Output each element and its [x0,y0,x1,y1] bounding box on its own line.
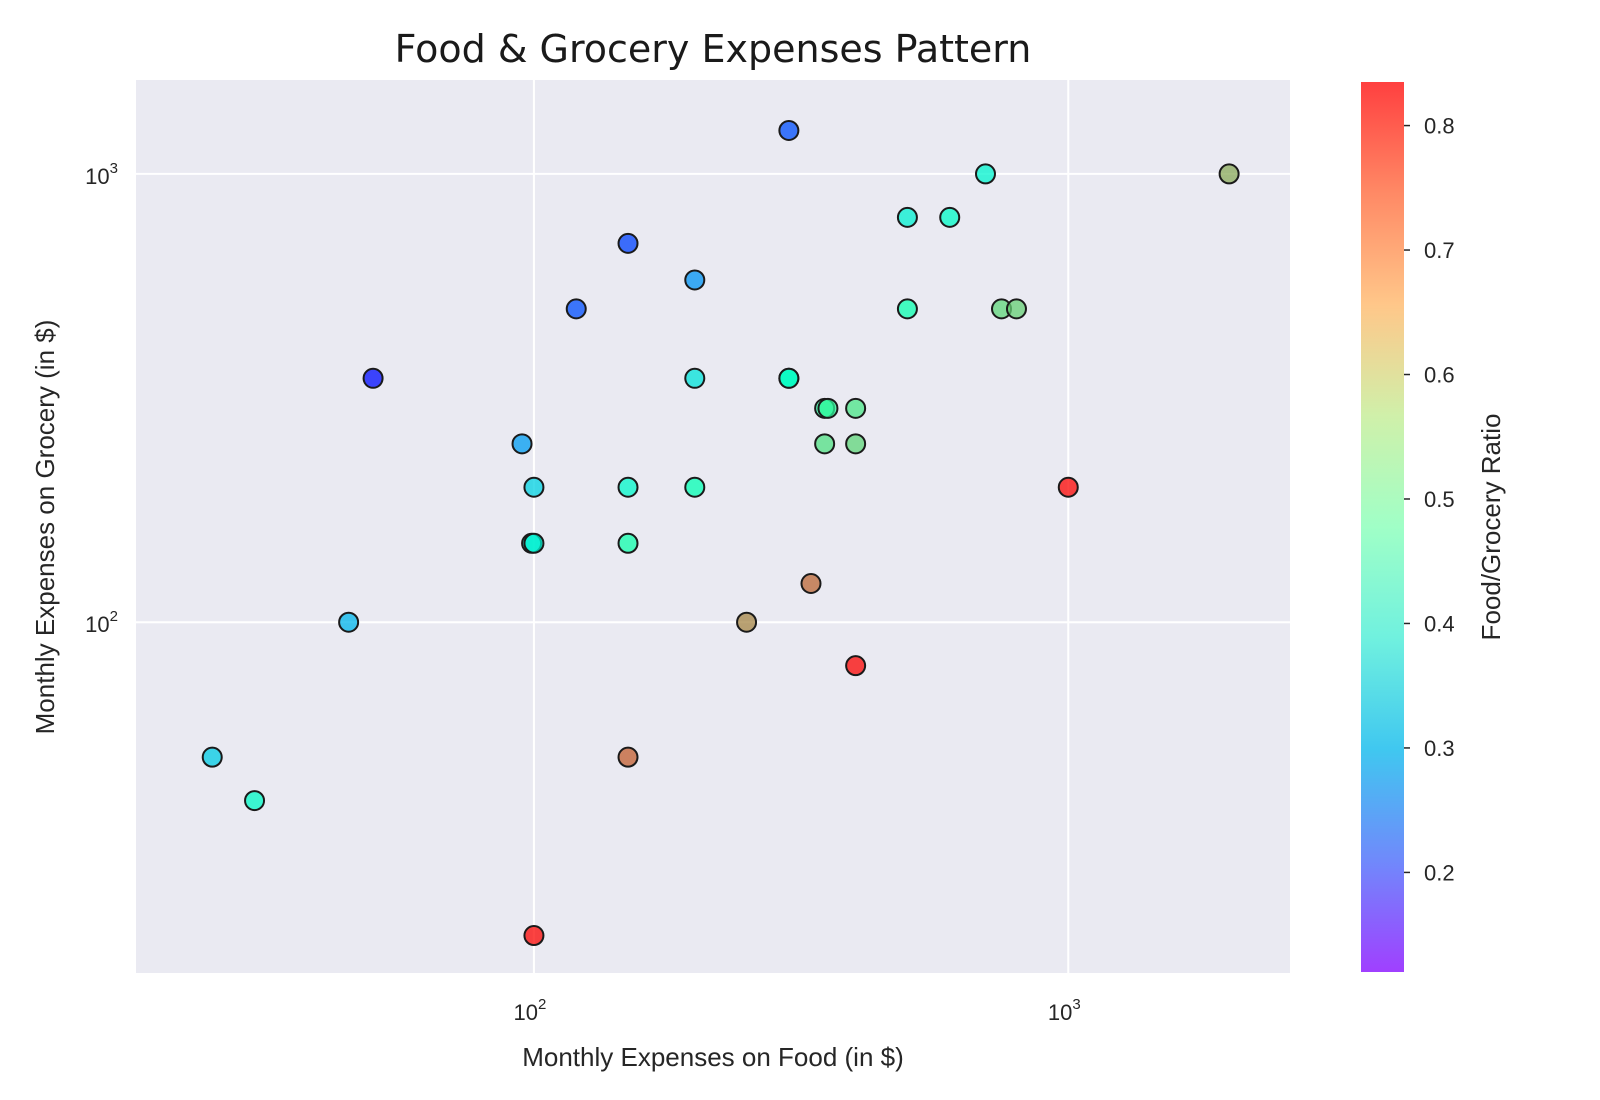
colorbar-tick-label: 0.5 [1424,487,1455,512]
scatter-point [362,367,384,389]
colorbar-tick-label: 0.7 [1424,238,1455,263]
scatter-point [1218,163,1240,185]
scatter-point [617,532,639,554]
scatter-point [617,232,639,254]
scatter-point [778,367,800,389]
colorbar-tick-label: 0.2 [1424,860,1455,885]
scatter-point [800,572,822,594]
scatter-point [201,746,223,768]
scatter-points [201,119,1240,947]
scatter-point [896,298,918,320]
colorbar-ticks: 0.2 0.3 0.4 0.5 0.6 0.7 0.8 [1404,114,1455,885]
scatter-point [736,611,758,633]
scatter-point [511,433,533,455]
scatter-point [814,433,836,455]
colorbar-tick-label: 0.3 [1424,736,1455,761]
x-axis-ticks: 102 103 [514,996,1081,1025]
scatter-point [1057,476,1079,498]
x-axis-label: Monthly Expenses on Food (in $) [522,1042,904,1072]
x-tick-label: 103 [1048,996,1081,1025]
scatter-point [684,367,706,389]
plot-area [136,80,1290,973]
colorbar-tick-label: 0.8 [1424,114,1455,139]
y-tick-label: 102 [85,608,118,637]
scatter-point [684,476,706,498]
scatter-point [817,397,839,419]
y-axis-label: Monthly Expenses on Grocery (in $) [30,320,60,735]
scatter-point [338,611,360,633]
scatter-point [939,206,961,228]
scatter-point [565,298,587,320]
y-tick-label: 103 [85,160,118,189]
colorbar: 0.2 0.3 0.4 0.5 0.6 0.7 0.8 Food/Grocery Ratio [1361,82,1506,972]
scatter-point [974,163,996,185]
scatter-point [1005,298,1027,320]
scatter-point [684,269,706,291]
x-tick-label: 102 [514,996,547,1025]
scatter-point [523,925,545,947]
scatter-point [523,532,545,554]
scatter-point [778,119,800,141]
grid [136,80,1290,973]
scatter-point [845,397,867,419]
scatter-point [523,476,545,498]
scatter-point [617,476,639,498]
colorbar-tick-label: 0.4 [1424,611,1455,636]
scatter-point [896,206,918,228]
scatter-point [244,790,266,812]
scatter-point [845,433,867,455]
chart-title: Food & Grocery Expenses Pattern [395,27,1032,71]
colorbar-gradient [1361,82,1404,972]
scatter-point [617,746,639,768]
y-axis-ticks: 102 103 [85,160,118,637]
colorbar-label: Food/Grocery Ratio [1476,414,1506,641]
colorbar-tick-label: 0.6 [1424,363,1455,388]
scatter-point [845,655,867,677]
